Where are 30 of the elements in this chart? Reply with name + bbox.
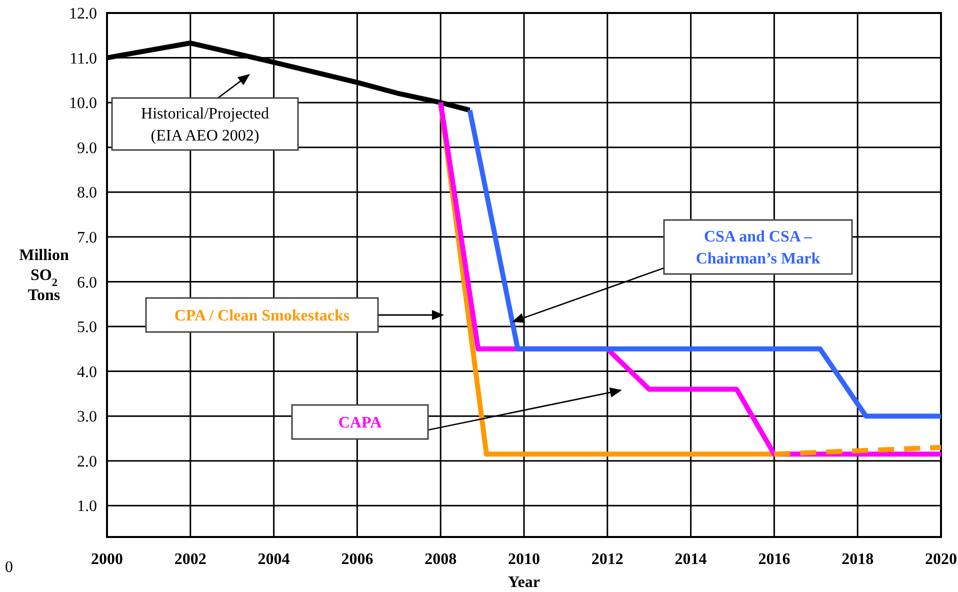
y-tick-label: 12.0 <box>69 6 97 23</box>
y-tick-label: 4.0 <box>77 364 97 381</box>
x-tick-label: 2004 <box>258 551 290 568</box>
y-tick-label: 8.0 <box>77 184 97 202</box>
x-tick-label: 2012 <box>591 551 624 568</box>
y-tick-label: 5.0 <box>77 319 97 336</box>
y-tick-label: 9.0 <box>77 140 97 157</box>
y-tick-label: 1.0 <box>77 498 97 516</box>
annotation: CSA and CSA – Chairman’s Mark <box>696 228 820 268</box>
y-tick-label: 3.0 <box>77 408 97 426</box>
x-tick-label: 2010 <box>508 551 540 568</box>
y-axis-title: Million SO$_{2}$ Tons <box>19 247 69 304</box>
annotation: Historical/Projected (EIA AEO 2002) <box>141 106 269 145</box>
y-tick-label: 2.0 <box>77 453 97 470</box>
annotation: CPA / Clean Smokestacks <box>174 308 350 325</box>
x-tick-label: 2016 <box>758 551 790 568</box>
x-tick-label: 2000 <box>91 551 123 568</box>
y-tick-label: 11.0 <box>70 50 97 68</box>
x-axis-title: Year <box>508 574 540 591</box>
x-tick-label: 2008 <box>424 551 457 568</box>
x-tick-label: 2018 <box>842 551 874 568</box>
y-tick-label: 6.0 <box>77 274 97 292</box>
y-tick-label: 10.0 <box>69 95 97 112</box>
x-tick-label: 2006 <box>341 551 374 568</box>
annotation: CAPA <box>338 414 382 432</box>
x-tick-label: 2002 <box>174 551 206 568</box>
text: 0 <box>5 559 13 576</box>
x-tick-label: 2014 <box>674 551 707 568</box>
y-tick-label: 7.0 <box>77 230 97 247</box>
x-tick-label: 2020 <box>925 551 957 568</box>
